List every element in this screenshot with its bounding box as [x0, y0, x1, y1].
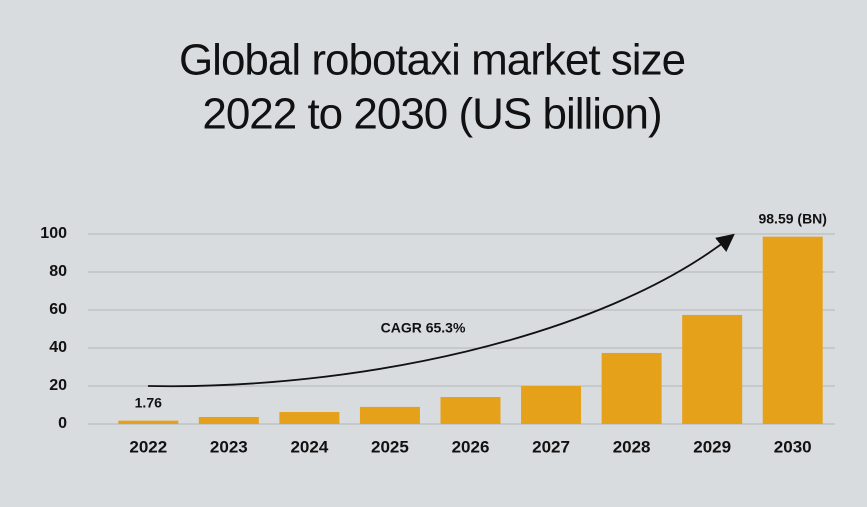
x-tick-label: 2026 — [452, 437, 490, 456]
x-tick-label: 2024 — [290, 437, 328, 456]
x-tick-label: 2029 — [693, 437, 731, 456]
y-tick-label: 40 — [49, 339, 67, 356]
value-label: 98.59 (BN) — [758, 210, 826, 226]
bar — [521, 386, 582, 424]
bar — [601, 352, 662, 424]
bar — [440, 397, 501, 424]
y-tick-label: 80 — [49, 263, 67, 280]
x-tick-label: 2022 — [129, 437, 167, 456]
x-tick-label: 2028 — [613, 437, 651, 456]
bar — [682, 314, 743, 424]
bar — [198, 416, 259, 424]
y-tick-label: 20 — [49, 377, 67, 394]
x-tick-label: 2027 — [532, 437, 570, 456]
bar — [762, 236, 823, 424]
annotation: CAGR 65.3% — [381, 320, 466, 336]
y-tick-label: 60 — [49, 301, 67, 318]
y-tick-label: 0 — [58, 415, 67, 432]
bar — [279, 412, 340, 424]
y-tick-label: 100 — [40, 225, 67, 242]
x-tick-label: 2023 — [210, 437, 248, 456]
value-label: 1.76 — [135, 394, 162, 410]
trend-arrow — [147, 233, 735, 388]
chart-title: 2022 to 2030 (US billion) — [202, 90, 661, 139]
chart-title: Global robotaxi market size — [179, 36, 685, 85]
bar — [359, 406, 420, 424]
x-tick-label: 2030 — [774, 437, 812, 456]
bar — [118, 420, 179, 424]
x-tick-label: 2025 — [371, 437, 409, 456]
